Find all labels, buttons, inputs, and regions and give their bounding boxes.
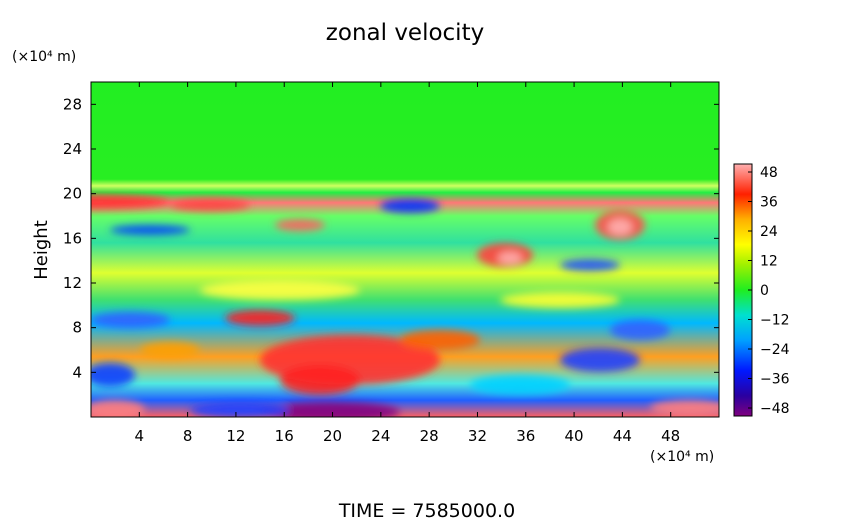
x-tick-label: 20 <box>323 427 342 445</box>
plot-frame <box>90 81 720 418</box>
x-tick-label: 32 <box>468 427 487 445</box>
field-patch <box>200 280 360 300</box>
field-patch <box>260 402 400 417</box>
field-patch <box>380 199 440 213</box>
field-patch <box>280 365 360 395</box>
x-tick-label: 28 <box>420 427 439 445</box>
x-tick-label: 12 <box>226 427 245 445</box>
y-axis: 4 8 12 16 20 24 28 <box>63 95 719 381</box>
field-patch <box>560 259 620 271</box>
x-tick-label: 48 <box>661 427 680 445</box>
field-patch <box>170 199 250 211</box>
y-axis-label: Height <box>31 220 52 280</box>
field-patch <box>275 219 325 231</box>
x-tick-label: 4 <box>135 427 145 445</box>
y-tick-label: 16 <box>63 229 82 247</box>
field-patch <box>91 195 170 209</box>
field-patch <box>225 310 295 326</box>
field-patch <box>608 219 632 235</box>
field-patch <box>610 320 670 340</box>
colorbar-ticks: 48 36 24 12 0 −12 −24 −36 −48 <box>748 165 790 417</box>
field-patch <box>91 400 145 417</box>
colorbar-tick-label: −48 <box>760 401 790 417</box>
x-tick-label: 24 <box>371 427 390 445</box>
x-tick-label: 36 <box>516 427 535 445</box>
colorbar-tick-label: 36 <box>760 195 778 211</box>
colorbar-tick-label: 24 <box>760 224 778 240</box>
field-patch <box>560 348 640 372</box>
field-patch <box>91 363 135 387</box>
x-tick-label: 44 <box>613 427 632 445</box>
field-patch <box>500 292 620 308</box>
field-patch <box>190 402 290 417</box>
y-tick-label: 12 <box>63 274 82 292</box>
colorbar-tick-label: −12 <box>760 313 790 329</box>
x-axis-unit: (×10⁴ m) <box>650 449 714 465</box>
x-axis: 4 8 12 16 20 24 28 32 36 40 44 48 <box>135 82 680 445</box>
x-tick-label: 40 <box>565 427 584 445</box>
field-patch <box>498 252 522 264</box>
colorbar-tick-label: 48 <box>760 165 778 181</box>
field-patch <box>140 342 200 358</box>
field-patch <box>400 330 480 350</box>
field-patch <box>110 225 190 235</box>
colorbar-tick-label: 12 <box>760 254 778 270</box>
chart-title: zonal velocity <box>326 20 484 46</box>
y-tick-label: 8 <box>72 319 82 337</box>
field-patch <box>650 400 719 416</box>
y-tick-label: 20 <box>63 185 82 203</box>
colorbar-tick-label: 0 <box>760 283 769 299</box>
y-tick-label: 28 <box>63 95 82 113</box>
y-axis-unit: (×10⁴ m) <box>12 49 76 65</box>
colorbar-tick-label: −24 <box>760 342 790 358</box>
x-tick-label: 8 <box>183 427 193 445</box>
time-label: TIME = 7585000.0 <box>338 500 515 519</box>
field-patch <box>91 312 170 328</box>
field-patches <box>91 195 719 417</box>
field-patch <box>470 375 570 395</box>
y-tick-label: 4 <box>72 363 82 381</box>
colorbar: 48 36 24 12 0 −12 −24 −36 −48 <box>733 163 790 417</box>
heatmap-field <box>91 82 719 417</box>
colorbar-tick-label: −36 <box>760 372 790 388</box>
x-tick-label: 16 <box>275 427 294 445</box>
y-tick-label: 24 <box>63 140 82 158</box>
